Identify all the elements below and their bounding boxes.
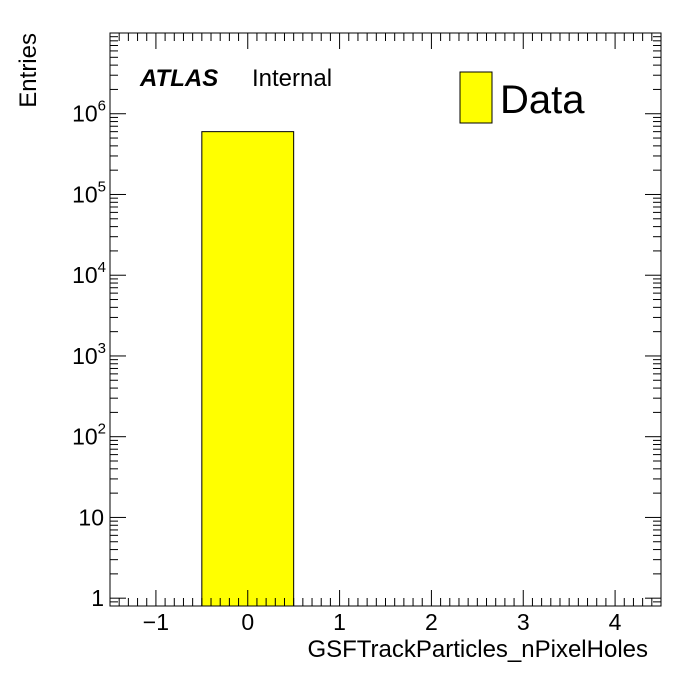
bar-0 [201, 131, 295, 607]
ticks-layer [109, 32, 662, 607]
x-tick-label: 1 [333, 609, 346, 635]
y-tick-label: 103 [72, 340, 106, 369]
legend-label-data: Data [500, 78, 585, 122]
y-tick-label: 102 [72, 421, 106, 450]
x-tick-label: 3 [517, 609, 530, 635]
x-tick-label: −1 [143, 609, 169, 635]
y-tick-label: 10 [78, 504, 104, 530]
x-tick-label: 4 [609, 609, 622, 635]
y-tick-label: 106 [72, 98, 106, 127]
y-axis-title: Entries [15, 33, 42, 108]
labels-layer: −1 0 1 2 3 4 1 10 102 103 104 105 106 [72, 98, 622, 635]
bars-layer [201, 131, 295, 607]
y-tick-label: 105 [72, 178, 106, 207]
legend: Data [459, 71, 585, 124]
y-tick-label: 1 [91, 585, 104, 611]
internal-label: Internal [252, 65, 332, 92]
x-tick-label: 0 [241, 609, 254, 635]
x-tick-label: 2 [425, 609, 438, 635]
x-axis-title: GSFTrackParticles_nPixelHoles [307, 636, 648, 663]
legend-swatch-data [459, 71, 493, 124]
atlas-label: ATLAS [139, 65, 218, 92]
y-tick-label: 104 [72, 259, 106, 288]
